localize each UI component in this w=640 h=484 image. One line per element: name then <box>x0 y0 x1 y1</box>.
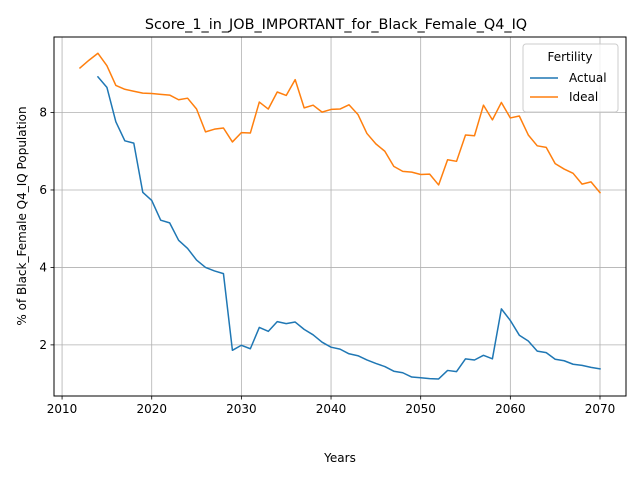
legend-label-ideal: Ideal <box>569 90 598 104</box>
x-tick-label: 2050 <box>405 402 436 416</box>
grid <box>54 37 626 396</box>
y-axis-label: % of Black_Female Q4_IQ Population <box>15 106 29 325</box>
y-tick-label: 6 <box>39 183 47 197</box>
x-axis-label: Years <box>323 451 356 465</box>
x-tick-label: 2060 <box>495 402 526 416</box>
axis-ticks: 2010 2020 2030 2040 2050 2060 2070 2 4 6 8 <box>39 106 615 416</box>
x-tick-label: 2040 <box>316 402 347 416</box>
legend: Fertility Actual Ideal <box>522 43 619 113</box>
y-tick-label: 2 <box>39 338 47 352</box>
series-lines <box>78 52 602 380</box>
series-line-ideal <box>78 52 602 194</box>
x-tick-label: 2010 <box>47 402 78 416</box>
legend-title: Fertility <box>547 50 592 64</box>
chart-title: Score_1_in_JOB_IMPORTANT_for_Black_Femal… <box>145 17 527 33</box>
y-tick-label: 4 <box>39 260 47 274</box>
x-tick-label: 2070 <box>585 402 616 416</box>
x-tick-label: 2030 <box>226 402 257 416</box>
plot-frame <box>53 36 627 397</box>
x-tick-label: 2020 <box>136 402 167 416</box>
legend-label-actual: Actual <box>569 71 607 85</box>
legend-box <box>522 43 619 113</box>
y-tick-label: 8 <box>39 106 47 120</box>
series-line-actual <box>96 75 601 380</box>
